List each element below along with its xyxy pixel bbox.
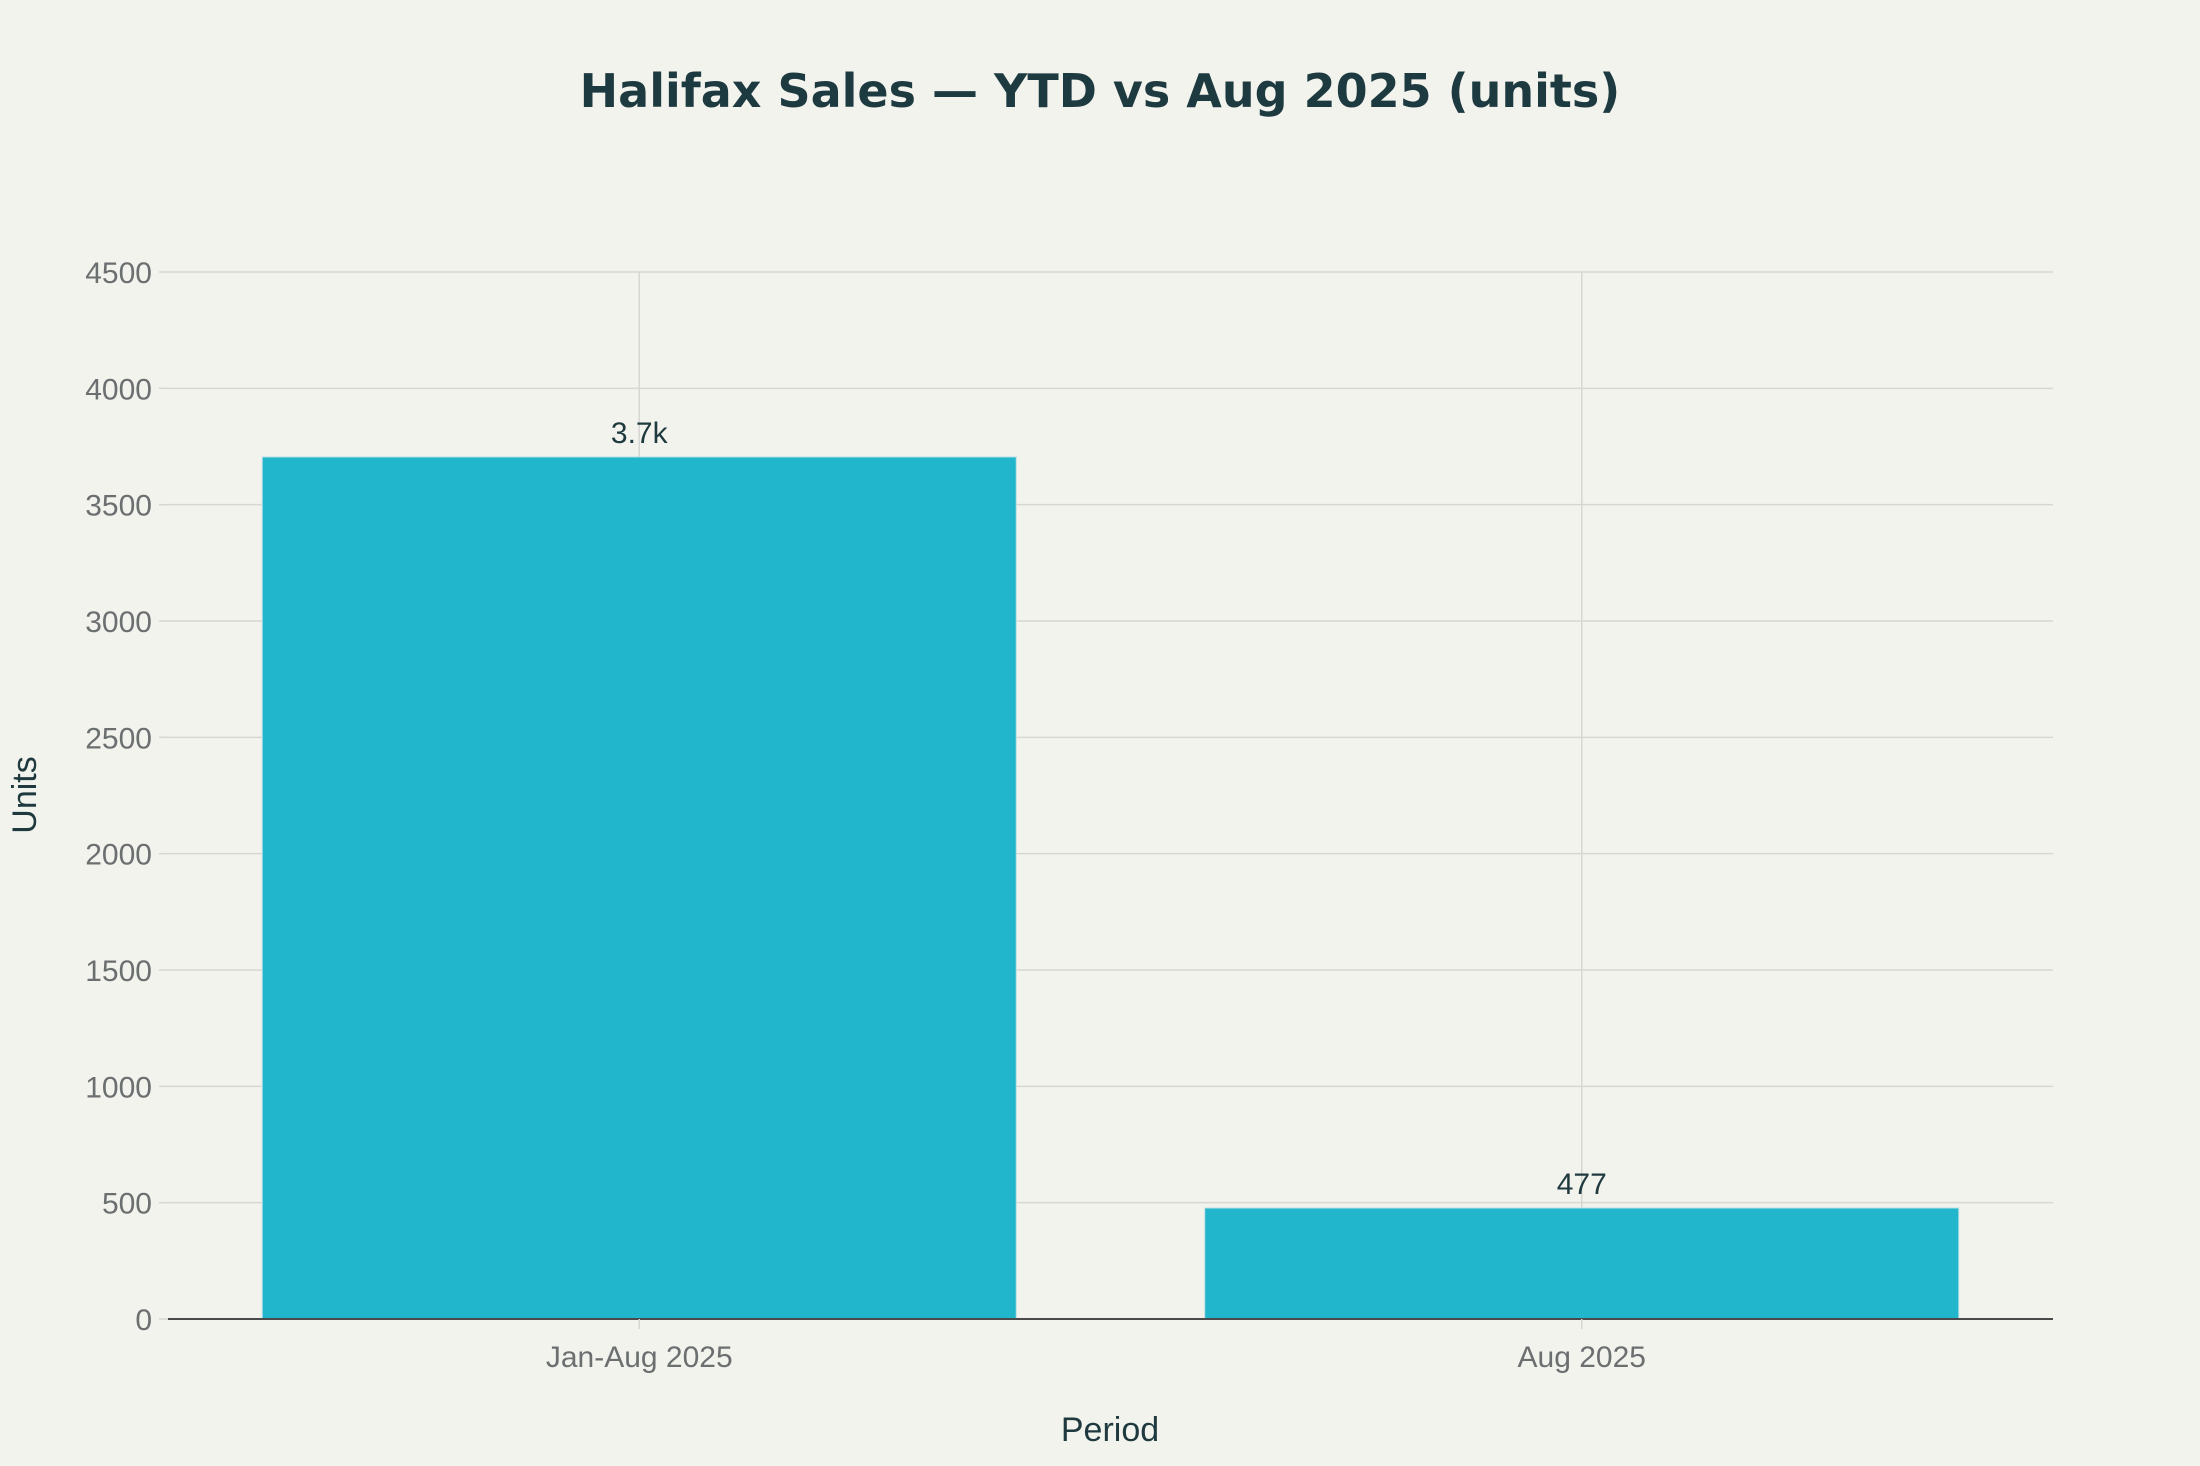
- y-tick-label: 1000: [85, 1071, 152, 1104]
- y-tick-label: 3500: [85, 490, 152, 523]
- chart-title: Halifax Sales — YTD vs Aug 2025 (units): [580, 64, 1621, 118]
- y-tick-label: 1500: [85, 955, 152, 988]
- bar-data-label: 477: [1557, 1168, 1607, 1201]
- y-tick-label: 4000: [85, 373, 152, 406]
- x-tick-label: Aug 2025: [1518, 1341, 1646, 1374]
- y-tick-label: 2000: [85, 839, 152, 872]
- bar: [261, 456, 1017, 1320]
- bar-data-label: 3.7k: [611, 417, 669, 450]
- x-tick-label: Jan-Aug 2025: [546, 1341, 733, 1374]
- x-axis-title: Period: [1061, 1411, 1159, 1449]
- axes-layer: 0 500 1000 1500 2000 2500 3000 3500 4000 4500 Jan-…: [85, 257, 2053, 1374]
- bar: [1204, 1207, 1960, 1320]
- y-axis-title: Units: [6, 756, 44, 833]
- y-tick-label: 3000: [85, 606, 152, 639]
- bars-layer: 3.7k 477: [261, 417, 1960, 1320]
- y-tick-label: 0: [135, 1304, 152, 1337]
- y-tick-label: 4500: [85, 257, 152, 290]
- y-tick-label: 500: [102, 1188, 152, 1221]
- y-tick-label: 2500: [85, 722, 152, 755]
